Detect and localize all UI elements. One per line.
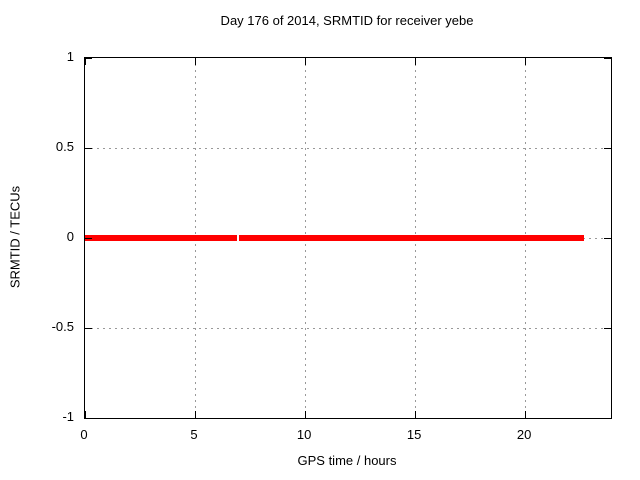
data-series-segment xyxy=(85,235,237,241)
x-tick-bottom xyxy=(415,411,417,418)
y-gridline xyxy=(85,328,611,329)
y-tick-left xyxy=(85,418,92,419)
y-tick-right xyxy=(604,58,611,59)
x-tick-label: 10 xyxy=(296,427,312,442)
plot-area xyxy=(84,57,612,419)
y-tick-label: 1 xyxy=(66,49,74,64)
x-tick-top xyxy=(525,58,527,65)
data-series-segment xyxy=(239,235,585,241)
x-tick-top xyxy=(305,58,307,65)
x-tick-bottom xyxy=(525,411,527,418)
y-tick-label: 0.5 xyxy=(55,139,74,154)
x-axis-label: GPS time / hours xyxy=(297,453,397,468)
y-tick-right xyxy=(604,328,611,329)
y-tick-label: -1 xyxy=(62,409,74,424)
y-tick-right xyxy=(604,238,611,239)
y-tick-label: -0.5 xyxy=(51,319,74,334)
x-tick-top xyxy=(85,58,86,65)
x-tick-top xyxy=(195,58,197,65)
x-tick-bottom xyxy=(305,411,307,418)
chart-title: Day 176 of 2014, SRMTID for receiver yeb… xyxy=(220,13,474,28)
y-gridline xyxy=(85,148,611,149)
y-tick-left xyxy=(85,328,92,329)
x-tick-bottom xyxy=(85,411,86,418)
y-tick-left xyxy=(85,58,92,59)
x-tick-label: 5 xyxy=(190,427,198,442)
y-tick-left xyxy=(85,148,92,149)
y-tick-right xyxy=(604,148,611,149)
x-tick-label: 0 xyxy=(80,427,88,442)
x-tick-label: 20 xyxy=(516,427,532,442)
x-tick-bottom xyxy=(195,411,197,418)
y-tick-label: 0 xyxy=(66,229,74,244)
y-tick-right xyxy=(604,418,611,419)
y-tick-left xyxy=(85,238,92,239)
x-tick-label: 15 xyxy=(406,427,422,442)
x-tick-top xyxy=(415,58,417,65)
